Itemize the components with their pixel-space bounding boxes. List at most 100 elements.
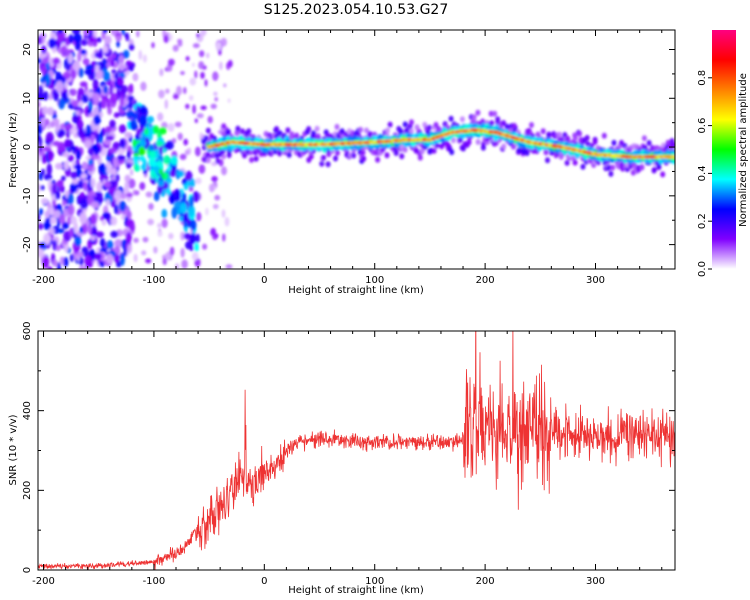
noise-blob <box>88 158 94 166</box>
noise-blob <box>38 137 43 147</box>
noise-blob <box>38 123 43 135</box>
ridge-halo <box>450 137 456 144</box>
noise-blob <box>114 73 119 80</box>
ridge-core <box>671 155 675 159</box>
noise-blob <box>168 232 174 240</box>
noise-blob <box>121 30 125 36</box>
streak-blob <box>148 144 155 152</box>
noise-blob <box>103 139 112 146</box>
streak-blob <box>195 233 200 243</box>
ridge-halo <box>311 130 317 137</box>
noise-blob <box>198 164 206 174</box>
ridge-halo <box>325 161 331 168</box>
noise-blob <box>110 230 119 238</box>
noise-blob <box>91 201 100 209</box>
streak-blob <box>135 105 141 113</box>
ridge-halo <box>319 160 325 167</box>
noise-blob <box>110 200 116 208</box>
ridge-halo <box>351 152 357 159</box>
ridge-halo <box>427 124 432 131</box>
noise-blob <box>180 231 185 241</box>
noise-blob <box>38 84 44 95</box>
spectrogram-frame <box>37 29 676 270</box>
ridge-halo <box>205 157 211 164</box>
noise-blob <box>198 61 205 70</box>
noise-blob <box>200 105 207 111</box>
noise-blob <box>38 57 42 64</box>
noise-blob <box>211 161 218 167</box>
noise-blob <box>47 266 53 269</box>
noise-blob <box>90 134 95 142</box>
noise-blob <box>106 240 114 250</box>
noise-blob <box>55 191 61 200</box>
noise-blob <box>102 30 108 34</box>
noise-blob <box>52 88 59 100</box>
snr-series-line <box>38 331 675 570</box>
ridge-halo <box>501 143 507 150</box>
noise-blob <box>134 190 140 196</box>
noise-blob <box>79 212 88 224</box>
noise-blob <box>67 193 74 205</box>
noise-blob <box>84 139 92 149</box>
noise-blob <box>115 174 120 182</box>
noise-blob <box>103 35 112 45</box>
noise-blob <box>123 49 130 59</box>
ridge-halo <box>558 153 564 160</box>
noise-blob <box>53 210 62 219</box>
noise-blob <box>52 199 56 207</box>
noise-blob <box>185 103 190 110</box>
streak-blob <box>163 155 171 165</box>
noise-blob <box>52 259 58 267</box>
noise-blob <box>105 126 112 134</box>
streak-blob <box>138 156 146 162</box>
streak-blob <box>192 191 200 203</box>
spectrogram-x-label: Height of straight line (km) <box>288 285 424 296</box>
noise-blob <box>76 93 82 103</box>
noise-blob <box>180 247 185 258</box>
noise-blob <box>75 149 81 161</box>
noise-blob <box>76 180 85 189</box>
noise-blob <box>118 200 127 212</box>
streak-blob <box>140 163 147 171</box>
ridge-halo <box>660 171 666 178</box>
noise-blob <box>80 49 87 55</box>
noise-blob <box>70 69 77 79</box>
noise-blob <box>176 85 182 96</box>
spectrogram-x-tick-label: 0 <box>261 275 267 286</box>
ridge-halo <box>511 122 517 129</box>
ridge-halo <box>360 149 366 156</box>
noise-blob <box>174 121 182 128</box>
noise-blob <box>104 192 111 200</box>
streak-blob <box>184 170 193 182</box>
ridge-halo <box>546 131 552 138</box>
noise-blob <box>210 103 217 110</box>
ridge-halo <box>466 139 472 146</box>
noise-blob <box>126 150 131 159</box>
ridge-halo <box>314 125 320 132</box>
noise-blob <box>79 198 89 210</box>
colorbar-tick-label: 0.4 <box>697 165 708 181</box>
streak-blob <box>169 193 175 205</box>
ridge-halo <box>402 146 408 153</box>
noise-blob <box>38 143 43 153</box>
spectrogram-y-tick-label: 20 <box>22 43 33 56</box>
noise-blob <box>41 65 47 75</box>
noise-blob <box>72 101 78 107</box>
noise-blob <box>109 168 117 175</box>
streak-blob <box>194 242 199 252</box>
spectrogram-x-tick-label: 300 <box>586 275 605 286</box>
noise-blob <box>60 46 66 54</box>
noise-blob <box>43 220 51 231</box>
noise-blob <box>91 225 97 237</box>
streak-blob <box>167 177 173 184</box>
ridge-halo <box>601 132 607 139</box>
noise-blob <box>106 135 115 141</box>
noise-blob <box>69 182 78 193</box>
noise-blob <box>114 189 123 202</box>
streak-blob <box>182 193 187 201</box>
noise-blob <box>64 48 71 57</box>
noise-blob <box>52 140 61 147</box>
ridge-halo <box>543 149 549 156</box>
noise-blob <box>194 70 198 79</box>
streak-blob <box>138 146 146 157</box>
